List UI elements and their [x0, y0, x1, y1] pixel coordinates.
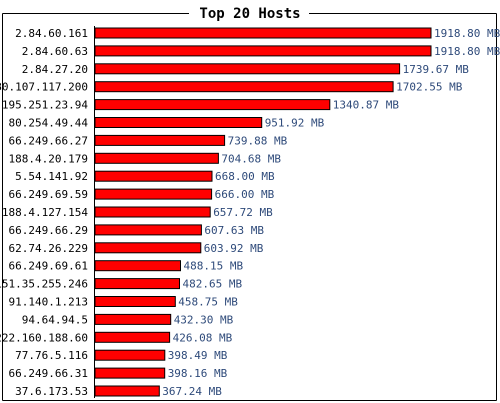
- bar: [94, 242, 202, 254]
- host-label: 80.254.49.44: [9, 117, 89, 130]
- bar: [94, 278, 180, 290]
- host-label: 62.74.26.229: [9, 242, 88, 255]
- host-label: 66.249.66.27: [9, 134, 88, 147]
- bars-group: 2.84.60.161 1918.80 MB 2.84.60.63 1918.80 M…: [0, 27, 500, 398]
- bar: [94, 134, 226, 146]
- bar: [94, 296, 176, 307]
- bar: [94, 27, 432, 39]
- bar: [94, 385, 160, 397]
- value-label: 426.08 MB: [173, 331, 233, 344]
- value-label: 607.63 MB: [204, 224, 264, 237]
- value-label: 1702.55 MB: [396, 81, 463, 94]
- value-label: 657.72 MB: [213, 206, 273, 219]
- value-label: 1918.80 MB: [434, 45, 500, 58]
- host-label: 66.249.66.31: [9, 367, 88, 380]
- value-label: 398.16 MB: [168, 367, 228, 380]
- value-label: 739.88 MB: [228, 134, 288, 147]
- value-label: 603.92 MB: [204, 242, 264, 255]
- host-label: 37.6.173.53: [15, 385, 88, 398]
- bar: [94, 45, 432, 57]
- bar: [94, 81, 394, 93]
- value-label: 951.92 MB: [265, 117, 325, 130]
- bar: [94, 224, 202, 236]
- host-label: 188.4.127.154: [2, 206, 88, 219]
- bar: [94, 117, 263, 128]
- bar: [94, 206, 211, 218]
- bar: [94, 349, 166, 361]
- value-label: 482.65 MB: [183, 278, 243, 291]
- host-label: 195.251.23.94: [2, 99, 88, 112]
- host-label: 66.249.69.59: [9, 188, 88, 201]
- bar: [94, 367, 166, 379]
- host-label: 91.140.1.213: [9, 296, 88, 309]
- host-label: 66.249.69.61: [9, 260, 88, 273]
- chart-frame: [2, 13, 497, 401]
- bar: [94, 331, 171, 343]
- host-label: 94.64.94.5: [22, 313, 88, 326]
- host-label: 2.84.60.63: [22, 45, 88, 58]
- bar: [94, 260, 181, 272]
- value-label: 398.49 MB: [168, 349, 228, 362]
- value-label: 668.00 MB: [215, 170, 275, 183]
- chart-title: Top 20 Hosts: [199, 6, 300, 22]
- bar: [94, 188, 213, 200]
- host-label: 66.249.66.29: [9, 224, 88, 237]
- host-label: 77.76.5.116: [15, 349, 88, 362]
- bar: [94, 152, 219, 164]
- host-label: 222.160.188.60: [0, 331, 88, 344]
- host-label: 80.107.117.200: [0, 81, 88, 94]
- value-label: 488.15 MB: [184, 260, 244, 273]
- bar: [94, 63, 401, 75]
- host-label: 188.4.20.179: [9, 152, 88, 165]
- value-label: 666.00 MB: [215, 188, 275, 201]
- host-label: 151.35.255.246: [0, 278, 88, 291]
- bar: [94, 170, 213, 182]
- value-label: 704.68 MB: [221, 152, 281, 165]
- value-label: 1739.67 MB: [403, 63, 470, 76]
- value-label: 458.75 MB: [178, 296, 238, 309]
- bar: [94, 99, 331, 111]
- value-label: 1340.87 MB: [333, 99, 400, 112]
- value-label: 367.24 MB: [162, 385, 222, 398]
- value-label: 432.30 MB: [174, 313, 234, 326]
- host-label: 5.54.141.92: [15, 170, 88, 183]
- host-label: 2.84.27.20: [22, 63, 88, 76]
- value-label: 1918.80 MB: [434, 27, 500, 40]
- host-label: 2.84.60.161: [15, 27, 88, 40]
- bar: [94, 313, 172, 325]
